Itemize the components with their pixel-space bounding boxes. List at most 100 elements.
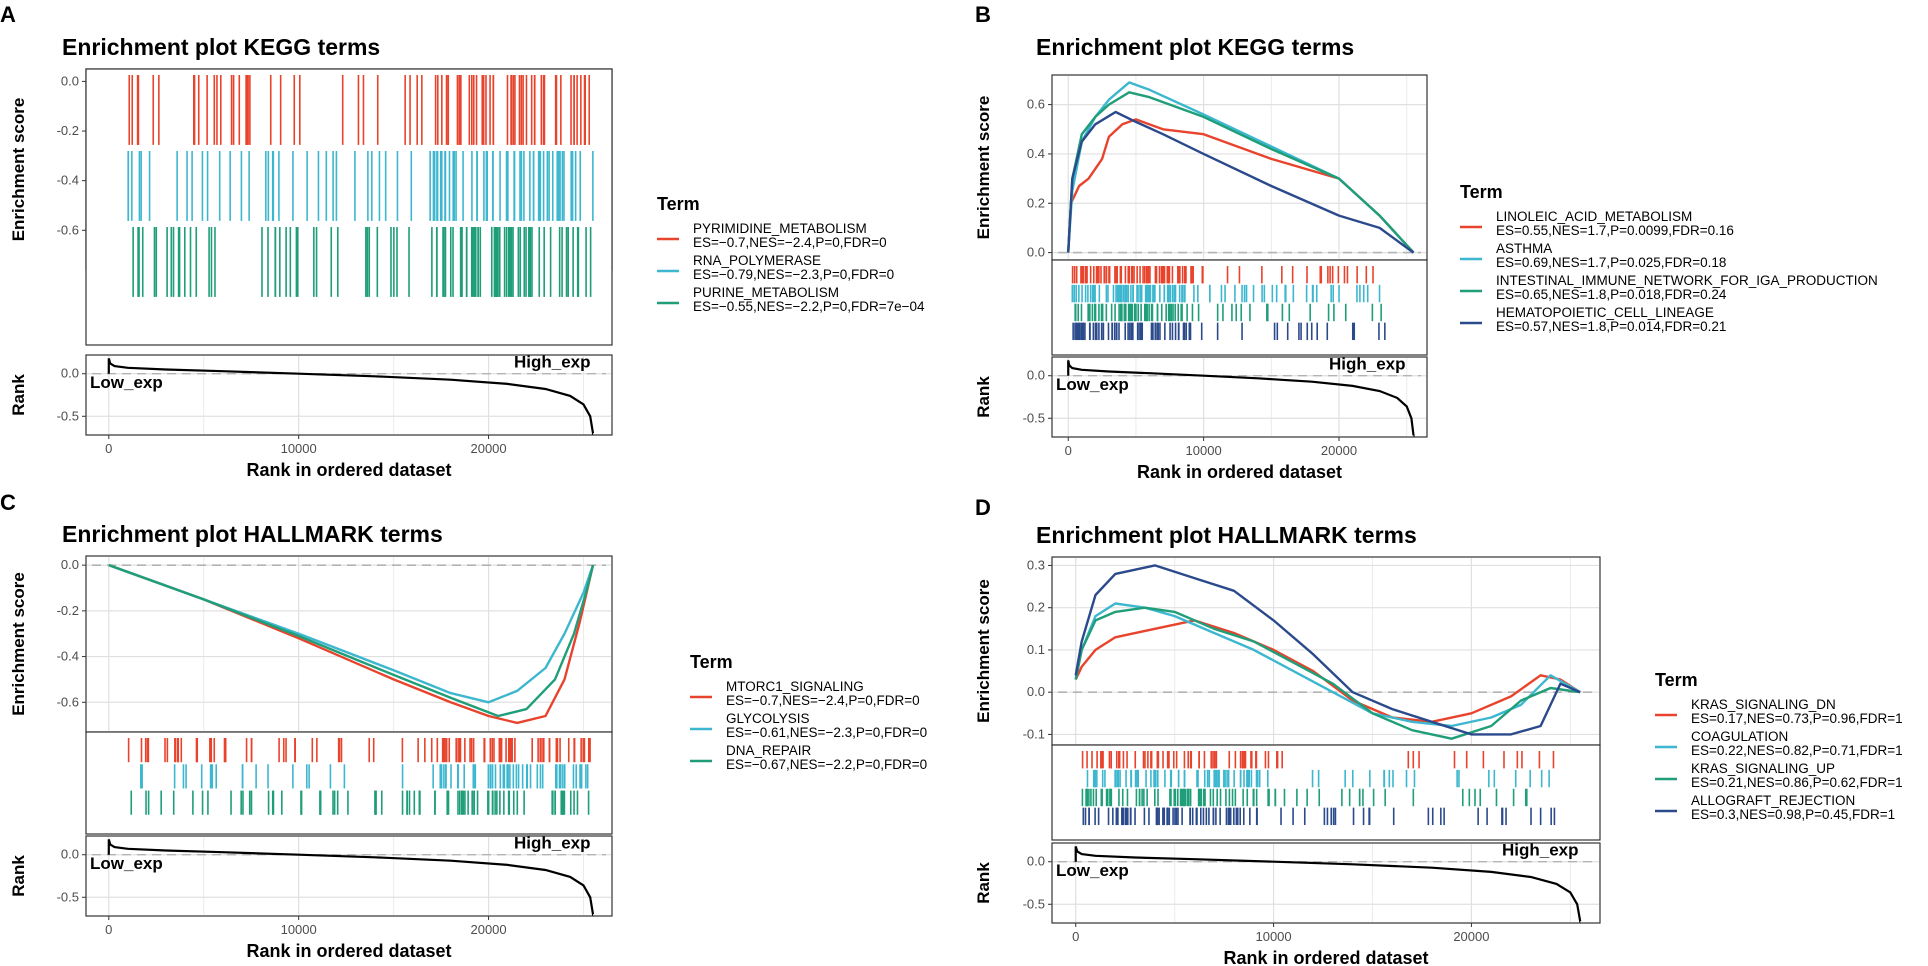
x-tick-label: 10000 [1186, 443, 1222, 458]
rank-y-tick-label: -0.5 [57, 408, 79, 423]
panel-letter: A [0, 2, 16, 27]
legend-term-name: RNA_POLYMERASE [693, 253, 821, 268]
es-line-allograft_rejection [1074, 564, 1581, 736]
legend: Term LINOLEIC_ACID_METABOLISMES=0.55,NES=… [1460, 182, 1878, 334]
x-tick-label: 0 [105, 441, 112, 456]
legend-title: Term [1460, 182, 1503, 202]
y-tick-label: 0.2 [1027, 600, 1045, 615]
low-exp-label: Low_exp [90, 854, 163, 873]
hit-marks-rna_polymerase [127, 151, 594, 221]
es-panel-frame [1051, 556, 1601, 746]
legend-term-name: MTORC1_SIGNALING [726, 679, 864, 694]
hit-marks-hematopoietic_cell_lineage [1072, 322, 1386, 341]
y-tick-label: 0.2 [1027, 195, 1045, 210]
legend-term-name: PYRIMIDINE_METABOLISM [693, 221, 867, 236]
x-tick-label: 0 [105, 922, 112, 937]
legend-term-stats: ES=0.22,NES=0.82,P=0.71,FDR=1 [1691, 743, 1903, 758]
rank-y-tick-label: -0.5 [57, 889, 79, 904]
y-tick-label: 0.6 [1027, 97, 1045, 112]
x-tick-label: 10000 [281, 441, 317, 456]
rank-y-tick-label: -0.5 [1023, 896, 1045, 911]
es-line-dna_repair [108, 563, 595, 718]
rank-panel-frame [1051, 842, 1601, 924]
plot-title: Enrichment plot HALLMARK terms [1036, 522, 1417, 548]
y-tick-label: 0.1 [1027, 642, 1045, 657]
high-exp-label: High_exp [1329, 354, 1406, 373]
x-axis-title: Rank in ordered dataset [1137, 462, 1342, 482]
x-tick-label: 10000 [1255, 929, 1291, 944]
hit-marks-intestinal_immune_network_for_iga_production [1074, 303, 1382, 322]
rank-y-tick-label: 0.0 [61, 366, 79, 381]
plot-title: Enrichment plot KEGG terms [62, 34, 380, 60]
legend-term-stats: ES=0.55,NES=1.7,P=0.0099,FDR=0.16 [1496, 223, 1734, 238]
y-tick-label: -0.2 [57, 603, 79, 618]
legend-term-stats: ES=−0.7,NES=−2.4,P=0,FDR=0 [693, 235, 887, 250]
hit-marks-mtorc1_signaling [127, 738, 591, 763]
hit-marks-linoleic_acid_metabolism [1071, 266, 1374, 284]
y-tick-label: 0.4 [1027, 146, 1045, 161]
hit-marks-pyrimidine_metabolism [128, 75, 591, 145]
rank-panel-frame [1051, 356, 1428, 438]
y-tick-label: -0.2 [57, 123, 79, 138]
y-axis-title: Enrichment score [9, 98, 28, 242]
es-panel-frame [85, 555, 613, 733]
y-tick-label: 0.0 [61, 557, 79, 572]
panel-B: B Enrichment plot KEGG terms 0.6 0.4 0.2 0.0 E… [974, 2, 1878, 482]
legend-term-stats: ES=−0.55,NES=−2.2,P=0,FDR=7e−04 [693, 299, 925, 314]
legend-title: Term [1655, 670, 1698, 690]
low-exp-label: Low_exp [1056, 375, 1129, 394]
rank-y-tick-label: 0.0 [1027, 368, 1045, 383]
y-tick-label: -0.4 [57, 173, 79, 188]
rank-metric-curve [1067, 360, 1415, 437]
legend-term-name: DNA_REPAIR [726, 743, 812, 758]
y-tick-label: -0.4 [57, 649, 79, 664]
legend-term-stats: ES=0.17,NES=0.73,P=0.96,FDR=1 [1691, 711, 1903, 726]
es-line-kras_signaling_dn [1074, 619, 1581, 723]
rank-y-tick-label: -0.5 [1023, 410, 1045, 425]
rank-metric-curve [107, 358, 595, 435]
high-exp-label: High_exp [514, 833, 591, 852]
hits-panel-frame [85, 731, 613, 835]
es-line-hematopoietic_cell_lineage [1067, 110, 1415, 254]
rank-axis-title: Rank [974, 862, 993, 904]
es-line-linoleic_acid_metabolism [1067, 118, 1415, 254]
legend-term-stats: ES=0.69,NES=1.7,P=0.025,FDR=0.18 [1496, 255, 1726, 270]
legend-term-stats: ES=0.65,NES=1.8,P=0.018,FDR=0.24 [1496, 287, 1727, 302]
es-line-mtorc1_signaling [108, 563, 595, 725]
x-axis-title: Rank in ordered dataset [246, 460, 451, 480]
x-tick-label: 20000 [470, 441, 506, 456]
plot-title: Enrichment plot KEGG terms [1036, 34, 1354, 60]
legend-term-stats: ES=0.21,NES=0.86,P=0.62,FDR=1 [1691, 775, 1903, 790]
es-line-coagulation [1074, 602, 1581, 728]
legend-term-stats: ES=−0.61,NES=−2.3,P=0,FDR=0 [726, 725, 927, 740]
x-axis-title: Rank in ordered dataset [246, 941, 451, 961]
y-tick-label: -0.1 [1023, 726, 1045, 741]
legend-term-name: PURINE_METABOLISM [693, 285, 839, 300]
hit-marks-purine_metabolism [132, 227, 592, 297]
legend-title: Term [690, 652, 733, 672]
high-exp-label: High_exp [1502, 840, 1579, 859]
rank-metric-curve [1074, 846, 1582, 923]
high-exp-label: High_exp [514, 352, 591, 371]
es-line-intestinal_immune_network_for_iga_production [1067, 91, 1415, 254]
legend-term-name: GLYCOLYSIS [726, 711, 810, 726]
legend-term-name: ALLOGRAFT_REJECTION [1691, 793, 1855, 808]
legend: Term MTORC1_SIGNALINGES=−0.7,NES=−2.4,P=0… [690, 652, 927, 772]
x-tick-label: 20000 [1321, 443, 1357, 458]
rank-panel-frame [85, 354, 613, 436]
legend: Term PYRIMIDINE_METABOLISMES=−0.7,NES=−2.… [657, 194, 925, 314]
hit-marks-glycolysis [140, 764, 589, 789]
legend-term-name: INTESTINAL_IMMUNE_NETWORK_FOR_IGA_PRODUC… [1496, 273, 1878, 288]
plot-title: Enrichment plot HALLMARK terms [62, 521, 443, 547]
y-tick-label: -0.6 [57, 694, 79, 709]
legend-term-stats: ES=−0.7,NES=−2.4,P=0,FDR=0 [726, 693, 920, 708]
y-axis-title: Enrichment score [9, 572, 28, 716]
hit-marks-asthma [1071, 284, 1381, 303]
panel-letter: B [975, 2, 991, 27]
x-tick-label: 0 [1072, 929, 1079, 944]
rank-axis-title: Rank [9, 374, 28, 416]
low-exp-label: Low_exp [90, 373, 163, 392]
legend-term-stats: ES=0.3,NES=0.98,P=0.45,FDR=1 [1691, 807, 1895, 822]
legend-term-name: KRAS_SIGNALING_UP [1691, 761, 1835, 776]
